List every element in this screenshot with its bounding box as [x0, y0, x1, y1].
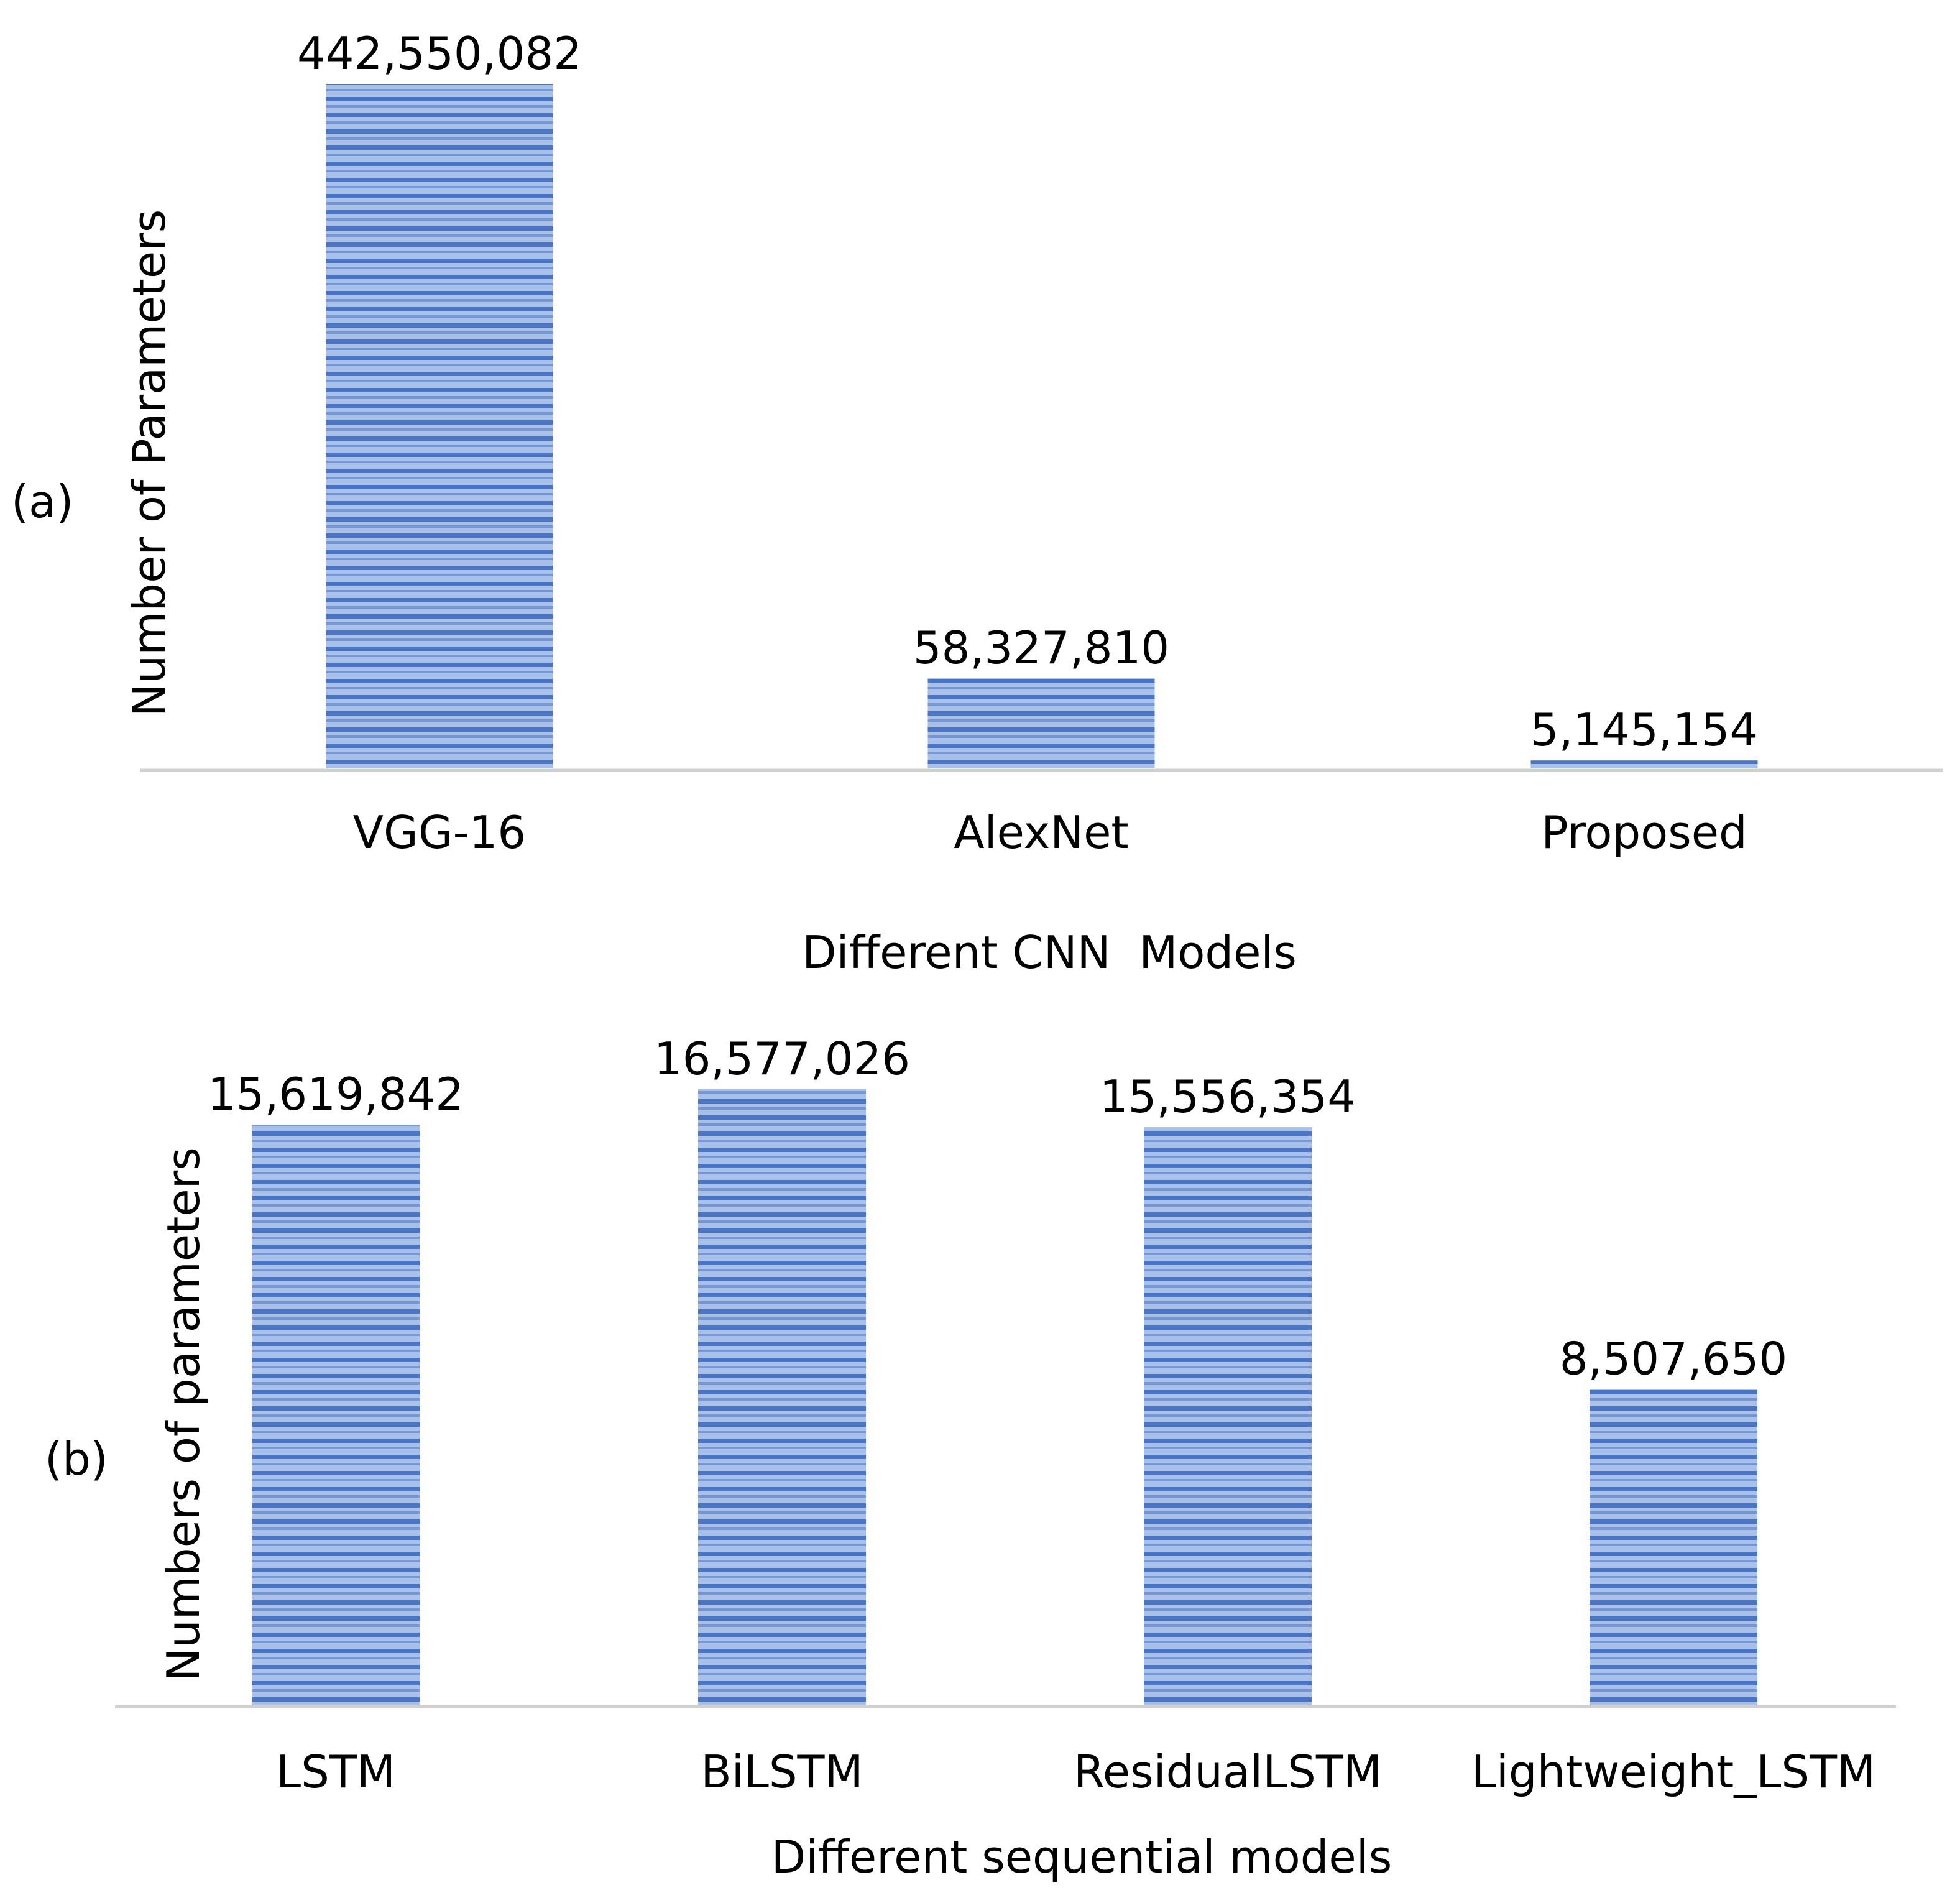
panel-a-chart: (a) Number of Parameters 442,550,082 58,3…	[11, 27, 1943, 979]
panel-b-data-label: 16,577,026	[654, 1033, 910, 1085]
panel-b-x-axis-title: Different sequential models	[771, 1831, 1392, 1883]
panel-b-bar-bilstm	[698, 1089, 866, 1705]
panel-b-tag: (b)	[45, 1433, 108, 1485]
panel-b-y-axis-title: Numbers of parameters	[157, 1147, 209, 1682]
panel-b-bar-lightweight-lstm	[1590, 1389, 1757, 1705]
panel-a-x-tick-label: VGG-16	[353, 806, 526, 859]
panel-a-data-label: 58,327,810	[913, 622, 1169, 674]
panel-b-chart: (b) Numbers of parameters 15,619,842 16,5…	[45, 1033, 1896, 1883]
panel-b-x-tick-label: ResidualLSTM	[1074, 1746, 1382, 1798]
panel-a-data-label: 5,145,154	[1530, 704, 1758, 756]
panel-b-data-label: 15,619,842	[208, 1068, 464, 1120]
panel-b-x-tick-label: Lightweight_LSTM	[1471, 1746, 1875, 1798]
panel-b-bar-lstm	[252, 1125, 420, 1705]
panel-a-x-tick-label: Proposed	[1541, 806, 1747, 859]
panel-b-data-label: 8,507,650	[1560, 1332, 1787, 1385]
panel-a-x-axis-title: Different CNN Models	[802, 926, 1297, 979]
panel-a-x-tick-labels: VGG-16 AlexNet Proposed	[353, 806, 1747, 859]
panel-b-bars: 15,619,842 16,577,026 15,556,354 8,507,650	[208, 1033, 1787, 1705]
panel-a-data-label: 442,550,082	[297, 27, 582, 80]
panel-a-bar-proposed	[1530, 760, 1758, 768]
panel-a-tag: (a)	[11, 476, 73, 528]
panel-a-y-axis-title: Number of Parameters	[123, 210, 175, 717]
panel-b-bar-residuallstm	[1144, 1127, 1312, 1705]
panel-b-x-tick-labels: LSTM BiLSTM ResidualLSTM Lightweight_LSTM	[276, 1746, 1875, 1798]
panel-b-data-label: 15,556,354	[1100, 1071, 1356, 1123]
panel-a-x-tick-label: AlexNet	[954, 806, 1128, 859]
panel-a-bars: 442,550,082 58,327,810 5,145,154	[297, 27, 1758, 768]
panel-b-x-tick-label: LSTM	[276, 1746, 395, 1798]
panel-b-x-tick-label: BiLSTM	[701, 1746, 863, 1798]
panel-a-bar-vgg-16	[326, 84, 553, 768]
panel-a-bar-alexnet	[927, 678, 1155, 768]
